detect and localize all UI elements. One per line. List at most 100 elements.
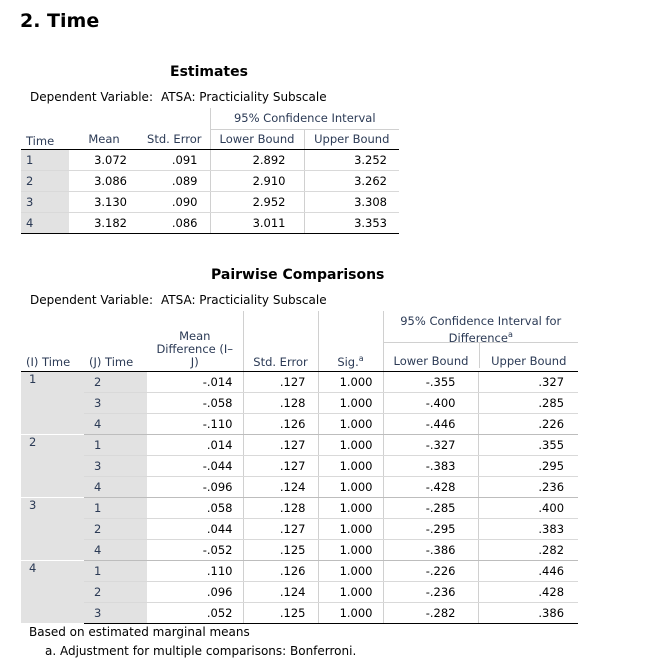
row-label: 2 — [21, 170, 69, 192]
table-row: 4 -.110.126 1.000 -.446.226 — [21, 413, 579, 435]
cell-mean-difference: -.044 — [147, 455, 244, 477]
table-row: 3.052.125 1.000 -.282.386 — [21, 602, 579, 624]
cell-lower-bound: -.428 — [383, 476, 479, 498]
pairwise-col-upper-bound: Upper Bound — [491, 354, 567, 368]
row-label-j-time: 1 — [84, 560, 147, 582]
cell-lower-bound: -.355 — [383, 371, 479, 393]
cell-lower-bound: -.386 — [383, 539, 479, 561]
estimates-col-std-error: Std. Error — [139, 129, 211, 150]
cell-lb: 3.011 — [210, 212, 305, 234]
table-row: 1 2 -.014.127 1.000 -.355.327 — [21, 371, 579, 435]
cell-mean-difference: -.096 — [147, 476, 244, 498]
row-label-j-time: 2 — [84, 371, 147, 393]
cell-mean: 3.182 — [69, 212, 139, 234]
estimates-col-mean: Mean — [69, 129, 139, 150]
cell-mean: 3.130 — [69, 191, 139, 213]
table-row: 4 3.182 .086 3.011 3.353 — [21, 212, 400, 234]
cell-sig: 1.000 — [318, 455, 384, 477]
cell-sig: 1.000 — [318, 371, 384, 393]
cell-mean: 3.086 — [69, 170, 139, 192]
cell-sig: 1.000 — [318, 434, 384, 456]
pairwise-col-mean-difference: Mean Difference (I–J) — [147, 311, 244, 372]
row-label-i-time: 3 — [21, 497, 84, 561]
section-title: 2. Time — [20, 10, 100, 32]
cell-se: .086 — [139, 212, 211, 234]
cell-lb: 2.892 — [210, 149, 305, 171]
pairwise-col-sig: Sig.a — [318, 311, 384, 372]
row-label-i-time: 4 — [21, 560, 84, 624]
row-label: 1 — [21, 149, 69, 171]
sig-label: Sig. — [337, 354, 359, 369]
estimates-ci-header: 95% Confidence Interval — [210, 108, 400, 130]
cell-lower-bound: -.327 — [383, 434, 479, 456]
dep-var-value: ATSA: Practiciality Subscale — [161, 90, 327, 104]
cell-upper-bound: .226 — [478, 413, 579, 435]
row-label: 3 — [21, 191, 69, 213]
estimates-col-lower-bound: Lower Bound — [210, 129, 305, 150]
cell-mean-difference: .044 — [147, 518, 244, 540]
cell-sig: 1.000 — [318, 518, 384, 540]
cell-std-error: .127 — [243, 371, 319, 393]
row-label-i-time: 2 — [21, 434, 84, 498]
cell-se: .090 — [139, 191, 211, 213]
row-label-j-time: 3 — [84, 392, 147, 414]
cell-upper-bound: .236 — [478, 476, 579, 498]
cell-std-error: .125 — [243, 539, 319, 561]
cell-lower-bound: -.226 — [383, 560, 479, 582]
cell-lb: 2.910 — [210, 170, 305, 192]
sig-footnote-marker: a — [358, 353, 364, 363]
table-row: 4 -.052.125 1.000 -.386.282 — [21, 539, 579, 561]
ci-footnote-marker: a — [507, 330, 513, 339]
cell-std-error: .124 — [243, 581, 319, 603]
cell-se: .089 — [139, 170, 211, 192]
cell-lower-bound: -.285 — [383, 497, 479, 519]
cell-mean-difference: -.058 — [147, 392, 244, 414]
table-row: 2.044.127 1.000 -.295.383 — [21, 518, 579, 540]
cell-mean-difference: -.014 — [147, 371, 244, 393]
footnote-adjustment: a. Adjustment for multiple comparisons: … — [45, 644, 357, 658]
cell-mean: 3.072 — [69, 149, 139, 171]
row-label-j-time: 2 — [84, 581, 147, 603]
table-row: 2.096.124 1.000 -.236.428 — [21, 581, 579, 603]
row-label-j-time: 4 — [84, 539, 147, 561]
cell-upper-bound: .282 — [478, 539, 579, 561]
cell-upper-bound: .295 — [478, 455, 579, 477]
cell-sig: 1.000 — [318, 539, 384, 561]
cell-std-error: .124 — [243, 476, 319, 498]
cell-lower-bound: -.295 — [383, 518, 479, 540]
table-row: 4 -.096.124 1.000 -.428.236 — [21, 476, 579, 498]
cell-lb: 2.952 — [210, 191, 305, 213]
table-row: 2 1.014.127 1.000 -.327.355 — [21, 434, 579, 498]
cell-ub: 3.353 — [304, 212, 400, 234]
footnote-based-on: Based on estimated marginal means — [29, 625, 250, 639]
pairwise-col-i-time: (I) Time — [21, 311, 84, 372]
cell-sig: 1.000 — [318, 581, 384, 603]
cell-std-error: .127 — [243, 455, 319, 477]
cell-upper-bound: .285 — [478, 392, 579, 414]
row-label-i-time: 1 — [21, 371, 84, 435]
cell-mean-difference: .096 — [147, 581, 244, 603]
row-label-j-time: 1 — [84, 497, 147, 519]
pairwise-table: (I) Time (J) Time Mean Difference (I–J) … — [21, 311, 579, 624]
table-row: 1 3.072 .091 2.892 3.252 — [21, 149, 400, 171]
dep-var-value: ATSA: Practiciality Subscale — [161, 293, 327, 307]
cell-std-error: .126 — [243, 560, 319, 582]
table-row: 4 1.110.126 1.000 -.226.446 — [21, 560, 579, 624]
pairwise-ci-header: 95% Confidence Interval for Differencea — [383, 311, 579, 344]
cell-mean-difference: .052 — [147, 602, 244, 624]
cell-ub: 3.252 — [304, 149, 400, 171]
cell-ub: 3.262 — [304, 170, 400, 192]
dep-var-label: Dependent Variable: — [30, 293, 153, 307]
cell-lower-bound: -.282 — [383, 602, 479, 624]
row-label-j-time: 3 — [84, 602, 147, 624]
cell-mean-difference: -.110 — [147, 413, 244, 435]
cell-mean-difference: .014 — [147, 434, 244, 456]
cell-lower-bound: -.383 — [383, 455, 479, 477]
cell-lower-bound: -.236 — [383, 581, 479, 603]
cell-std-error: .128 — [243, 392, 319, 414]
dep-var-label: Dependent Variable: — [30, 90, 153, 104]
pairwise-col-std-error: Std. Error — [243, 311, 319, 372]
cell-mean-difference: .058 — [147, 497, 244, 519]
cell-std-error: .127 — [243, 518, 319, 540]
estimates-table: 95% Confidence Interval Time Mean Std. E… — [21, 108, 400, 234]
